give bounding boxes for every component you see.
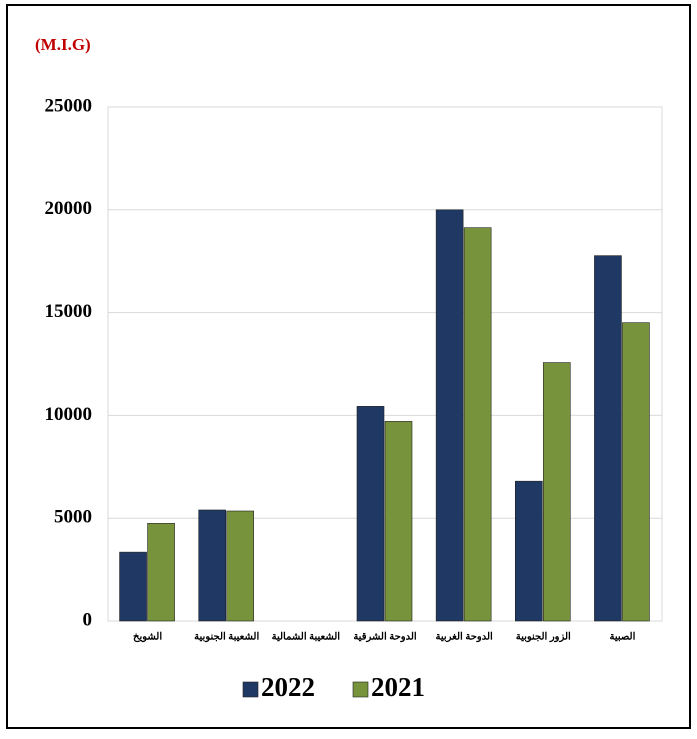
bar [435, 209, 464, 622]
bar [198, 509, 227, 622]
bar [542, 362, 571, 622]
legend-swatch [352, 681, 369, 698]
x-tick-label: الشويخ [133, 631, 162, 642]
legend-label: 2022 [261, 672, 315, 702]
y-tick-label: 20000 [45, 198, 93, 219]
legend-swatch [242, 681, 259, 698]
bar [147, 523, 175, 622]
bar [356, 406, 385, 622]
frame [6, 4, 691, 729]
y-tick-label: 15000 [45, 301, 93, 322]
bar [226, 510, 255, 622]
x-tick-label: الزور الجنوبية [516, 631, 571, 642]
x-tick-label: الشعيبة الجنوبية [194, 631, 259, 642]
y-tick-label: 5000 [54, 507, 92, 528]
x-tick-label: الصبية [609, 631, 635, 642]
y-tick-label: 10000 [45, 404, 93, 425]
bar [384, 421, 413, 622]
bar [119, 551, 147, 622]
bar [463, 227, 492, 622]
bar [514, 480, 543, 622]
bar [594, 255, 622, 622]
y-tick-label: 0 [83, 609, 93, 630]
chart-title: (M.I.G) [35, 35, 91, 54]
bar [622, 322, 650, 622]
x-tick-label: الدوحة الشرقية [353, 631, 417, 642]
x-tick-label: الشعيبة الشمالية [272, 631, 341, 642]
y-tick-label: 25000 [45, 95, 93, 116]
x-tick-label: الدوحة الغربية [436, 631, 493, 642]
legend-label: 2021 [371, 672, 425, 702]
